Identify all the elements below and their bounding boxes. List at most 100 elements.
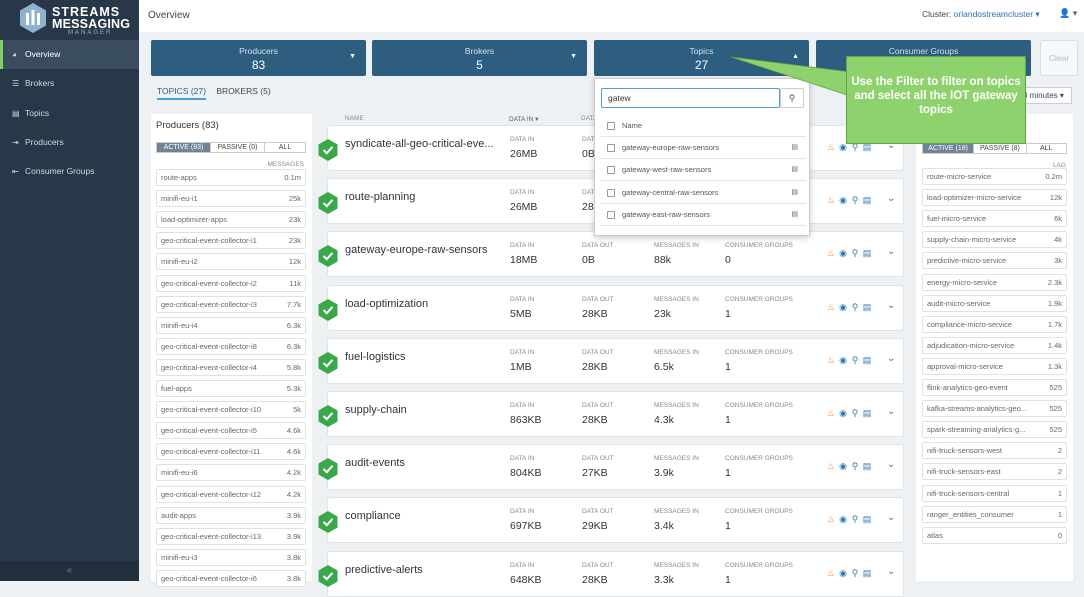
producer-row[interactable]: minifi-eu-i1 25k [156,190,306,208]
producer-row[interactable]: geo-critical-event-collector-i8 6.3k [156,337,306,355]
expand-chevron-icon[interactable]: ⌄ [887,193,896,205]
expand-chevron-icon[interactable]: ⌄ [887,246,896,258]
table-icon[interactable]: ▤ [791,144,798,151]
nav-item-overview[interactable]: ◕ Overview [0,40,139,69]
consumer-group-row[interactable]: spark-streaming-analytics-g... 525 [922,421,1067,439]
topic-row[interactable]: audit-events DATA IN 804KB DATA OUT 27KB MESS… [318,444,904,491]
table-icon[interactable]: ▤ [862,461,872,472]
search-icon[interactable]: ⚲ [851,248,859,259]
column-header-data-out[interactable]: DATA [581,115,598,122]
globe-icon[interactable]: ◉ [839,142,847,152]
producer-row[interactable]: geo-critical-event-collector-i13 3.9k [156,527,306,545]
producer-row[interactable]: geo-critical-event-collector-i11 4.6k [156,443,306,461]
filter-all[interactable]: ALL [278,144,292,151]
topic-row[interactable]: fuel-logistics DATA IN 1MB DATA OUT 28KB MESS… [318,337,904,384]
topic-name[interactable]: audit-events [345,457,405,470]
fire-icon[interactable]: ♨ [826,354,836,365]
cluster-selector[interactable]: Cluster: orlandostreamcluster ▾ [922,9,1040,20]
producer-row[interactable]: geo-critical-event-collector-i5 4.6k [156,422,306,440]
consumer-group-row[interactable]: flink-analytics-geo-event 525 [922,379,1067,396]
table-icon[interactable]: ▤ [862,514,872,525]
search-icon[interactable]: ⚲ [851,408,859,418]
consumer-group-row[interactable]: route-micro-service 0.2m [922,168,1067,185]
filter-option[interactable]: gateway-east-raw-sensors ▤ [601,204,806,226]
filter-active[interactable]: ACTIVE (18) [923,144,975,153]
consumer-group-row[interactable]: ranger_entities_consumer 1 [922,505,1067,523]
card-producers[interactable]: Producers 83 ▼ [151,40,366,76]
consumer-group-row[interactable]: audit-micro-service 1.9k [922,294,1067,312]
filter-option[interactable]: gateway-west-raw-sensors ▤ [601,159,806,182]
user-menu[interactable]: 👤 ▾ [1059,8,1078,18]
table-icon[interactable]: ▤ [791,166,798,174]
sidebar-collapse-button[interactable]: « [0,561,139,581]
producer-row[interactable]: geo-critical-event-collector-i12 4.2k [156,485,306,503]
topic-name[interactable]: supply-chain [345,404,407,416]
checkbox[interactable] [607,210,615,219]
consumer-group-row[interactable]: energy-micro-service 2.3k [922,273,1067,291]
topic-name[interactable]: predictive-alerts [345,563,423,576]
producer-row[interactable]: minifi-eu-i6 4.2k [156,464,306,482]
consumer-group-row[interactable]: nifi-truck-sensors-east 2 [922,463,1067,481]
topic-name[interactable]: compliance [345,510,401,523]
table-icon[interactable]: ▤ [862,301,872,312]
producer-row[interactable]: geo-critical-event-collector-i2 11k [156,274,306,292]
consumer-group-row[interactable]: nifi-truck-sensors-central 1 [922,484,1067,502]
topic-row[interactable]: load-optimization DATA IN 5MB DATA OUT 28KB M… [318,284,904,331]
table-icon[interactable]: ▤ [862,142,872,152]
consumer-group-row[interactable]: predictive-micro-service 3k [922,252,1067,270]
chevron-down-icon[interactable]: ▼ [349,53,356,60]
filter-select-all[interactable]: Name [601,115,806,137]
checkbox[interactable] [607,188,615,197]
producer-row[interactable]: geo-critical-event-collector-i1 23k [156,232,306,250]
search-icon[interactable]: ⚲ [851,461,859,472]
topic-name[interactable]: syndicate-all-geo-critical-eve... [345,138,494,150]
consumer-group-row[interactable]: atlas 0 [922,526,1067,544]
filter-option[interactable]: gateway-europe-raw-sensors ▤ [601,137,806,159]
search-icon[interactable]: ⚲ [851,354,859,365]
checkbox[interactable] [607,166,615,175]
globe-icon[interactable]: ◉ [839,514,847,525]
producer-row[interactable]: minifi-eu-i2 12k [156,253,306,271]
tab-brokers[interactable]: BROKERS (5) [216,86,271,96]
producer-row[interactable]: geo-critical-event-collector-i3 7.7k [156,295,306,313]
fire-icon[interactable]: ♨ [826,301,836,312]
fire-icon[interactable]: ♨ [826,408,836,418]
fire-icon[interactable]: ♨ [826,142,836,152]
expand-chevron-icon[interactable]: ⌄ [887,565,896,577]
nav-item-consumer-groups[interactable]: ⇤ Consumer Groups [0,157,139,186]
topic-name[interactable]: route-planning [345,191,416,204]
consumer-group-row[interactable]: kafka-streams-analytics-geo... 525 [922,400,1067,418]
globe-icon[interactable]: ◉ [839,301,847,312]
checkbox[interactable] [607,122,615,131]
producer-row[interactable]: minifi-eu-i3 3.8k [156,548,306,566]
consumer-group-row[interactable]: nifi-truck-sensors-west 2 [922,442,1067,460]
search-icon[interactable]: ⚲ [851,195,859,206]
topic-filter-input[interactable]: gatew [601,88,780,108]
search-icon[interactable]: ⚲ [851,142,859,152]
fire-icon[interactable]: ♨ [826,514,836,525]
filter-active[interactable]: ACTIVE (83) [157,143,211,152]
globe-icon[interactable]: ◉ [839,195,847,206]
globe-icon[interactable]: ◉ [839,461,847,472]
producer-row[interactable]: geo-critical-event-collector-i10 5k [156,401,306,419]
topic-row[interactable]: compliance DATA IN 697KB DATA OUT 29KB MESSAG… [318,497,904,544]
consumer-group-row[interactable]: compliance-micro-service 1.7k [922,315,1067,333]
consumer-group-row[interactable]: fuel-micro-service 6k [922,210,1067,228]
producer-row[interactable]: geo-critical-event-collector-i4 5.8k [156,358,306,376]
checkbox[interactable] [607,144,615,153]
topic-name[interactable]: gateway-europe-raw-sensors [345,244,488,257]
search-icon[interactable]: ⚲ [851,567,859,578]
card-brokers[interactable]: Brokers 5 ▼ [372,40,587,76]
table-icon[interactable]: ▤ [791,188,798,196]
consumer-group-row[interactable]: approval-micro-service 1.3k [922,357,1067,375]
table-icon[interactable]: ▤ [791,210,798,218]
filter-option[interactable]: gateway-central-raw-sensors ▤ [601,182,806,204]
expand-chevron-icon[interactable]: ⌄ [887,299,896,311]
clear-button[interactable]: Clear [1040,40,1078,76]
producer-row[interactable]: fuel-apps 5.3k [156,380,306,397]
expand-chevron-icon[interactable]: ⌄ [887,140,896,151]
table-icon[interactable]: ▤ [862,248,872,259]
table-icon[interactable]: ▤ [862,354,872,365]
expand-chevron-icon[interactable]: ⌄ [887,406,896,417]
consumer-group-row[interactable]: supply-chain-micro-service 4k [922,231,1067,249]
